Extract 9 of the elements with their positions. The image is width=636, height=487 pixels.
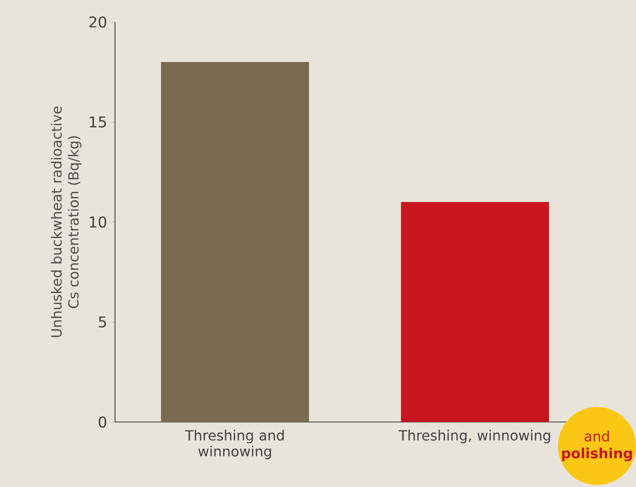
y-tick-label: 20: [89, 16, 106, 28]
y-axis-title: Unhusked buckwheat radioactive Cs concentration (Bq/kg): [50, 106, 82, 338]
x-tick-label: Threshing, winnowing: [398, 430, 550, 444]
y-tick-label: 0: [98, 416, 106, 428]
y-tick-label: 5: [98, 316, 106, 328]
text: and polishing: [562, 430, 632, 462]
x-tick-label: Threshing and winnowing: [184, 430, 284, 460]
y-tick-label: 10: [90, 216, 106, 228]
y-tick-label: 15: [90, 116, 106, 128]
